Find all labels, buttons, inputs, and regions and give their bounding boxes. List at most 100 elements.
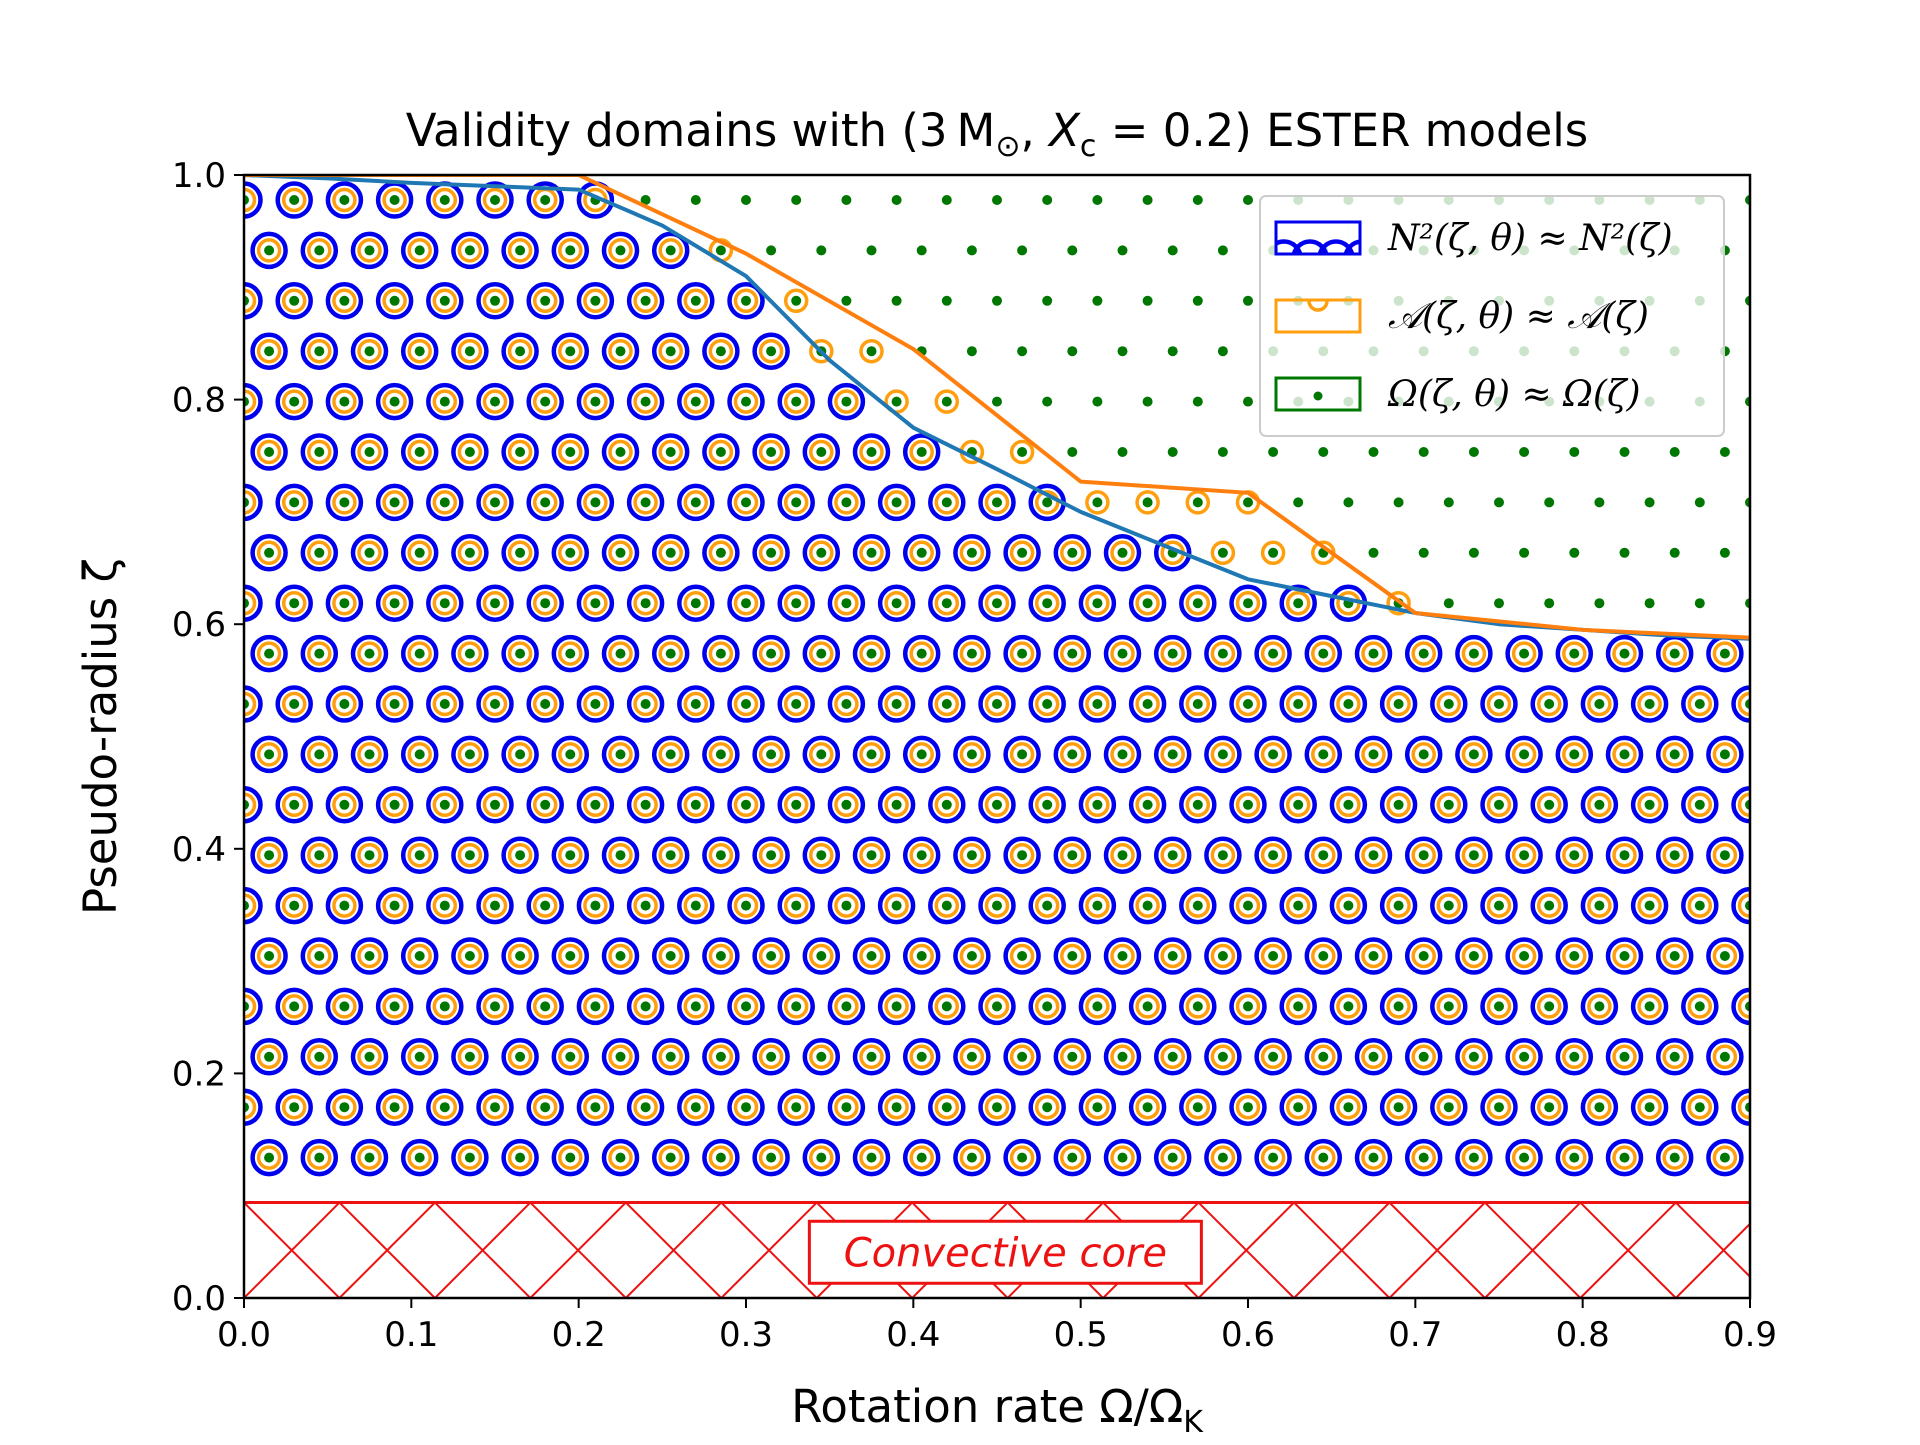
a-hatch-ring (357, 439, 382, 465)
a-hatch-ring (208, 240, 229, 261)
omega-hatch-dot (1293, 598, 1304, 609)
omega-hatch-dot (1393, 497, 1404, 508)
n2-hatch-ring (1279, 1088, 1317, 1126)
a-hatch-ring (357, 742, 382, 767)
a-hatch-ring (457, 842, 483, 868)
omega-hatch-dot (1544, 1001, 1555, 1012)
omega-hatch-dot (1117, 850, 1128, 861)
core-hatch-line (1771, 1203, 1866, 1298)
n2-hatch-ring (1003, 836, 1041, 874)
a-hatch-ring (1210, 943, 1236, 969)
omega-hatch-dot (1368, 447, 1379, 457)
n2-hatch-ring (1580, 1088, 1619, 1126)
omega-hatch-dot (1243, 900, 1253, 911)
a-hatch-ring (758, 641, 784, 666)
a-hatch-ring (909, 439, 934, 465)
a-hatch-ring (1361, 943, 1386, 969)
a-hatch-ring (758, 742, 784, 767)
omega-hatch-dot (891, 598, 902, 609)
omega-hatch-dot (841, 295, 852, 306)
a-hatch-ring (608, 943, 633, 969)
a-hatch-ring (708, 540, 734, 566)
omega-hatch-dot (715, 850, 726, 861)
omega-hatch-dot (866, 547, 877, 558)
omega-hatch-dot (1368, 1051, 1379, 1062)
omega-hatch-dot (841, 900, 852, 911)
x-tick-label: 0.7 (1388, 1315, 1442, 1355)
core-hatch-line (720, 1201, 818, 1298)
n2-hatch-ring (400, 534, 439, 572)
a-hatch-ring (457, 540, 483, 566)
omega-hatch-dot (791, 900, 802, 911)
omega-hatch-dot (1067, 547, 1078, 558)
n2-hatch-ring (1605, 937, 1644, 975)
legend-label: 𝒜(ζ, θ) ≈ 𝒜(ζ) (1388, 296, 1649, 337)
omega-hatch-dot (665, 951, 676, 961)
n2-hatch-ring (1430, 886, 1468, 925)
a-hatch-ring (1765, 744, 1786, 765)
omega-hatch-dot (214, 346, 224, 356)
n2-hatch-ring (978, 886, 1016, 925)
n2-hatch-ring (1078, 886, 1117, 925)
a-hatch-ring (558, 641, 583, 666)
n2-hatch-ring (551, 836, 590, 874)
a-hatch-ring (382, 288, 407, 314)
omega-hatch-dot (439, 497, 450, 508)
n2-hatch-ring (300, 735, 339, 774)
omega-hatch-dot (1418, 951, 1429, 961)
a-hatch-ring (909, 742, 934, 767)
a-hatch-ring (1009, 540, 1035, 566)
a-hatch-ring (558, 943, 583, 969)
a-hatch-ring (1562, 842, 1587, 868)
a-hatch-ring (708, 439, 734, 465)
omega-hatch-dot (289, 799, 300, 810)
a-hatch-ring (382, 1094, 407, 1120)
n2-hatch-ring (1153, 1038, 1192, 1076)
a-hatch-ring (1285, 893, 1311, 918)
omega-hatch-dot (515, 951, 526, 961)
omega-hatch-dot (690, 1001, 701, 1012)
n2-hatch-ring (953, 1038, 991, 1076)
omega-hatch-dot (264, 245, 275, 256)
a-hatch-ring (1662, 842, 1687, 868)
n2-hatch-ring (1279, 685, 1317, 723)
omega-hatch-dot (791, 598, 802, 609)
core-hatch-line (53, 1203, 148, 1298)
omega-hatch-dot (916, 951, 927, 961)
omega-hatch-dot (1192, 598, 1203, 609)
a-hatch-ring (1687, 994, 1713, 1019)
omega-hatch-dot (439, 396, 450, 407)
n2-hatch-ring (752, 836, 790, 874)
omega-hatch-dot (1594, 497, 1605, 508)
omega-hatch-dot (1770, 447, 1780, 457)
a-hatch-ring (307, 641, 332, 666)
omega-hatch-dot (1644, 699, 1655, 709)
n2-hatch-ring (1430, 1088, 1468, 1126)
a-hatch-ring (1009, 1145, 1035, 1170)
a-hatch-ring (1110, 1145, 1135, 1170)
a-hatch-ring (834, 590, 859, 616)
n2-hatch-ring (777, 886, 815, 925)
omega-hatch-dot (264, 749, 275, 760)
a-hatch-ring (783, 792, 809, 818)
n2-hatch-ring (953, 534, 991, 572)
omega-hatch-dot (1468, 951, 1479, 961)
core-hatch-line (0, 1203, 53, 1298)
n2-hatch-ring (601, 937, 640, 975)
a-hatch-ring (1060, 842, 1085, 868)
omega-hatch-dot (1092, 799, 1103, 810)
n2-hatch-ring (902, 1138, 941, 1177)
omega-hatch-dot (841, 799, 852, 810)
a-hatch-ring (457, 641, 483, 666)
a-hatch-ring (809, 1044, 834, 1070)
n2-hatch-ring (426, 886, 464, 925)
a-hatch-ring (1009, 439, 1035, 465)
omega-hatch-dot (615, 245, 626, 256)
n2-hatch-ring (852, 534, 891, 572)
n2-hatch-ring (1304, 735, 1343, 774)
omega-hatch-dot (1092, 598, 1103, 609)
legend-patch-border (1274, 220, 1362, 256)
n2-hatch-ring (501, 1138, 539, 1177)
omega-hatch-dot (1619, 1152, 1630, 1163)
omega-hatch-dot (264, 648, 275, 659)
